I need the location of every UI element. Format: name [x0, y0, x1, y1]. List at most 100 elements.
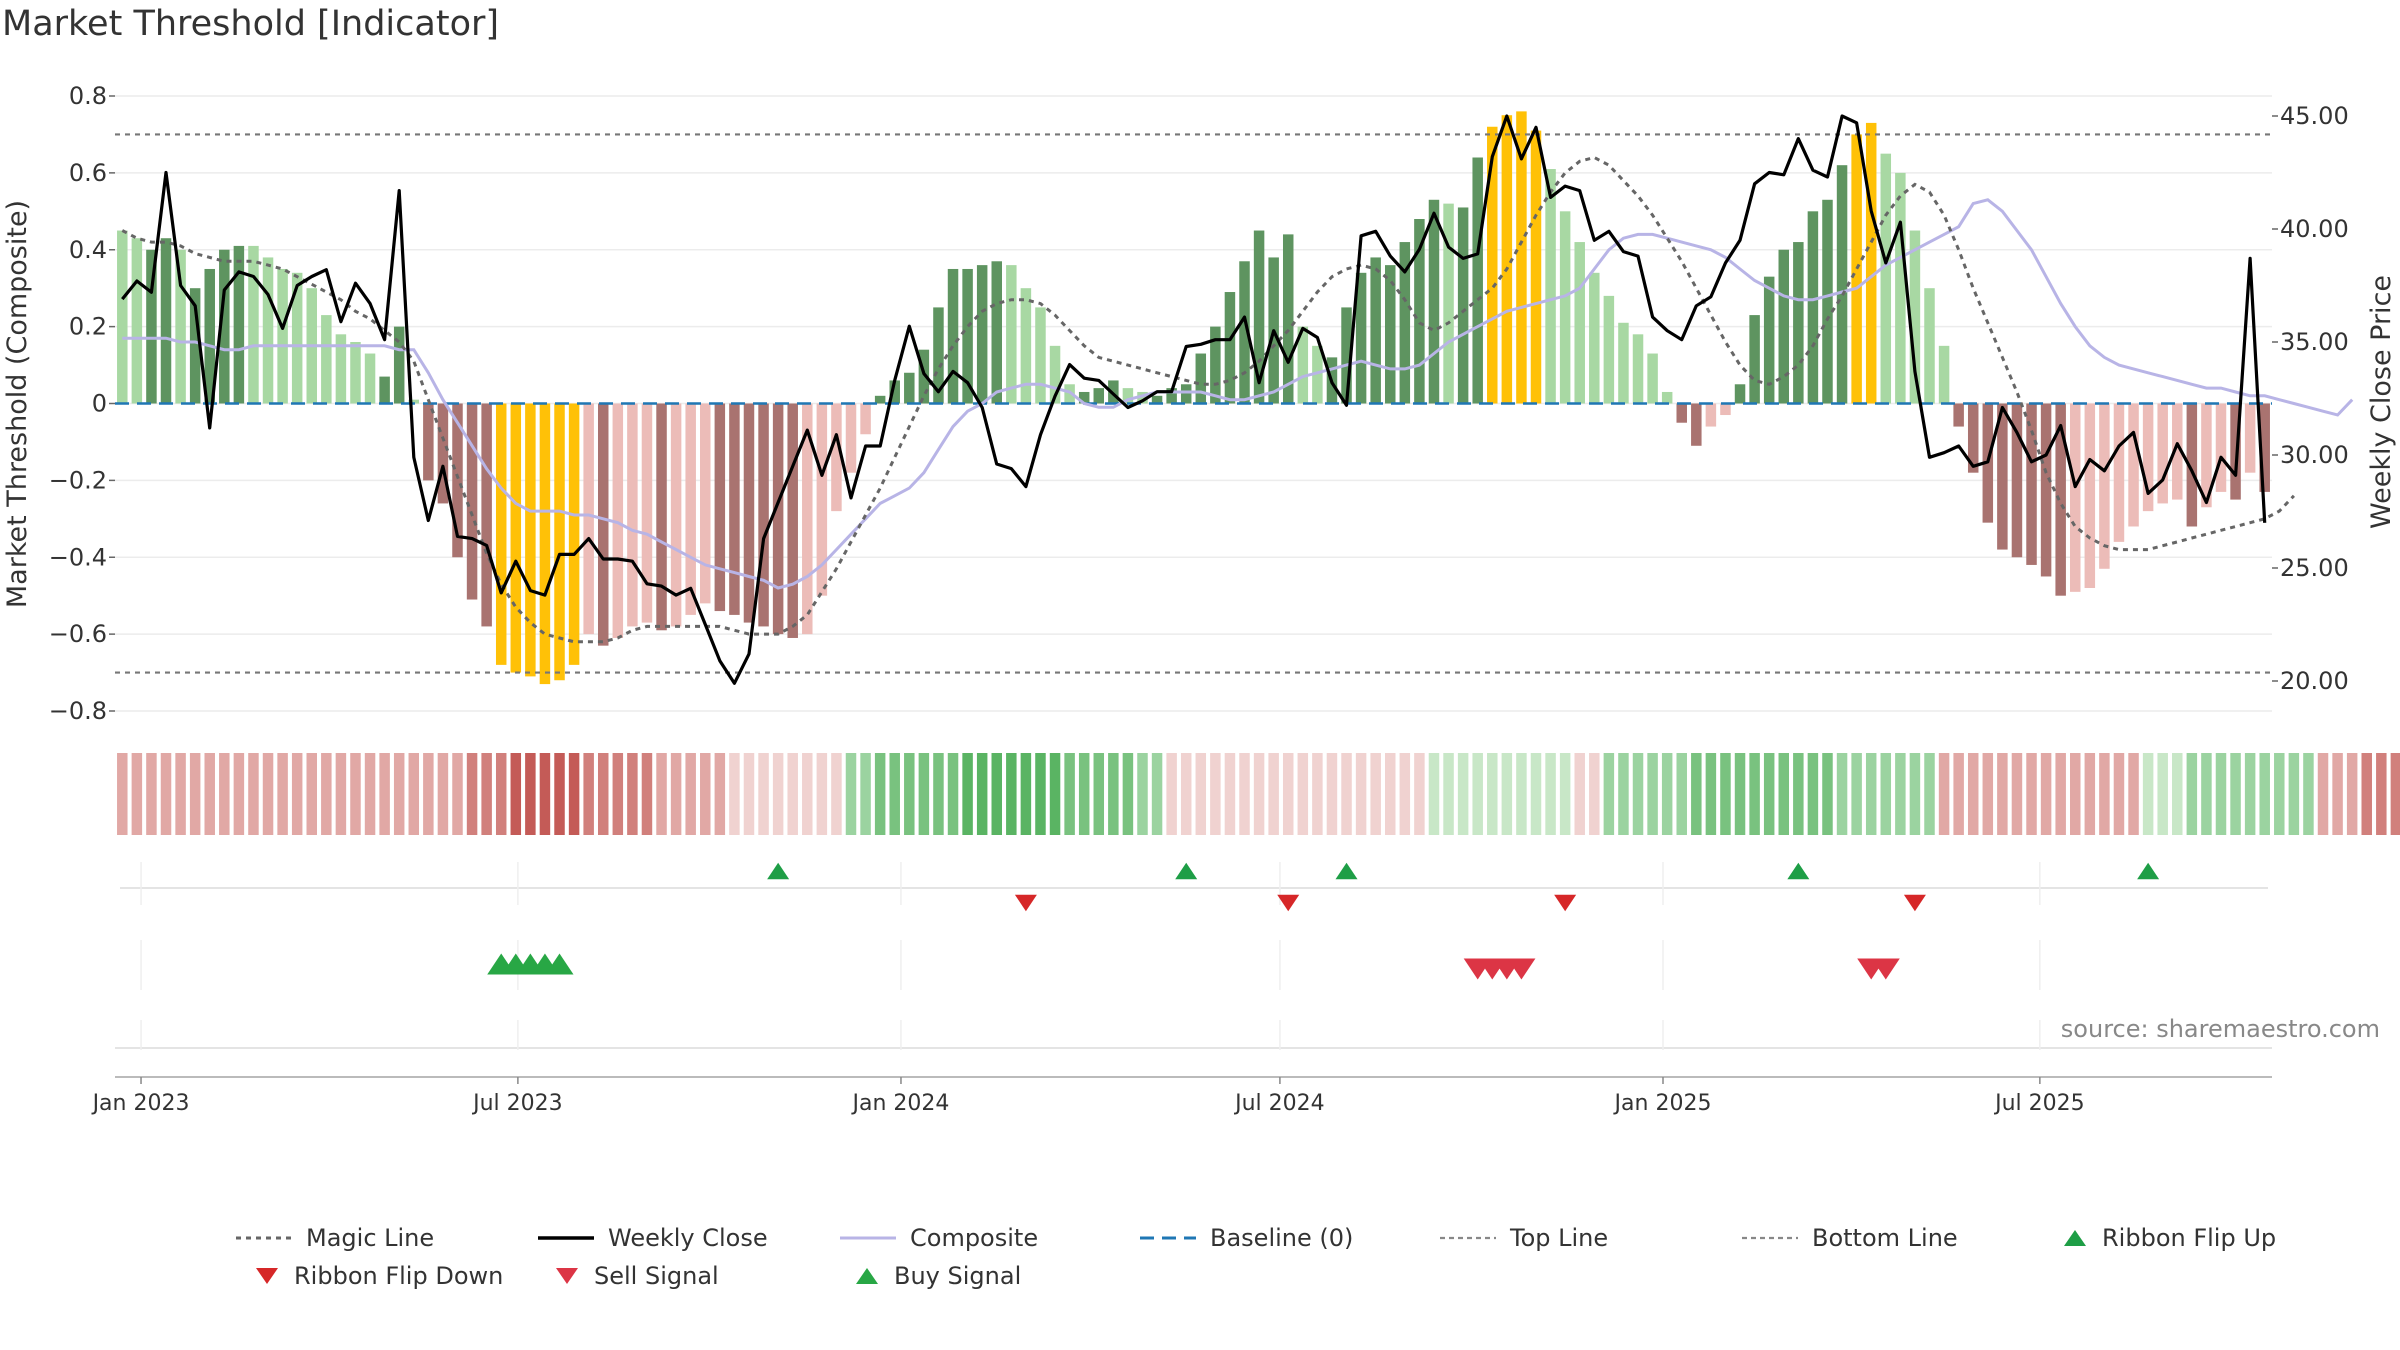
ribbon-cell — [539, 753, 551, 835]
ribbon-cell — [1705, 753, 1717, 835]
composite-bar — [597, 403, 609, 646]
ribbon-cell — [393, 753, 405, 835]
ribbon-cell — [219, 753, 230, 835]
composite-bar — [2244, 403, 2256, 473]
ribbon-cell — [1282, 753, 1294, 835]
ribbon-cell — [802, 753, 813, 835]
ribbon-cell — [1049, 753, 1061, 835]
source-note: source: sharemaestro.com — [2060, 1015, 2380, 1043]
ribbon-cell — [2376, 753, 2387, 835]
ribbon-cell — [2303, 753, 2314, 835]
composite-bar — [277, 268, 288, 404]
composite-bar — [1953, 403, 1964, 427]
composite-bar — [539, 403, 551, 685]
composite-bar — [1763, 276, 1775, 404]
legend-label: Ribbon Flip Up — [2102, 1224, 2277, 1252]
x-tick-label: Jan 2025 — [1613, 1091, 1712, 1116]
ribbon-cell — [1574, 753, 1585, 835]
ribbon-cell — [889, 753, 900, 835]
composite-bar — [1516, 111, 1527, 404]
composite-bar — [670, 403, 682, 627]
ribbon-cell — [1297, 753, 1309, 835]
composite-bar — [1428, 199, 1440, 404]
ribbon-cell — [1239, 753, 1250, 835]
composite-bar — [1166, 388, 1177, 404]
composite-bar — [393, 326, 405, 404]
composite-bar — [1589, 272, 1600, 404]
ribbon-cell — [1253, 753, 1265, 835]
composite-bar — [2011, 403, 2023, 558]
ribbon-cell — [1137, 753, 1148, 835]
composite-bar — [1705, 403, 1717, 427]
composite-bar — [1661, 391, 1673, 404]
legend-swatch — [1140, 1236, 1196, 1240]
ribbon-cell — [947, 753, 959, 835]
x-tick-label: Jul 2023 — [471, 1091, 563, 1116]
composite-bar — [525, 403, 536, 677]
composite-bar — [1545, 169, 1556, 404]
ribbon-cell — [1487, 753, 1498, 835]
composite-bar — [1807, 211, 1819, 404]
composite-bar — [1035, 307, 1046, 404]
weekly-close-line — [121, 114, 2267, 685]
ribbon-cell — [335, 753, 347, 835]
axes: 0.8 0.6 0.4 0.2 0 −0.2 −0.4 −0.6 −0.8 Market Thre… — [2, 82, 2397, 725]
ribbon-cell — [1428, 753, 1440, 835]
composite-bar — [1122, 388, 1134, 404]
composite-bar — [1282, 234, 1294, 404]
ribbon-cell — [1589, 753, 1600, 835]
composite-bar — [1924, 288, 1935, 404]
ribbon-cell — [685, 753, 696, 835]
composite-bar — [1443, 203, 1454, 404]
ribbon-cell — [597, 753, 609, 835]
composite-bar — [495, 403, 507, 665]
y-right-tick-label: 25.00 — [2280, 554, 2349, 582]
composite-bar — [714, 403, 726, 612]
y-right-axis-title: Weekly Close Price — [2366, 275, 2397, 529]
composite-bar — [481, 403, 492, 627]
ribbon-cell — [2055, 753, 2066, 835]
composite-bar — [1880, 153, 1892, 404]
ribbon-flip-down-marker — [1014, 894, 1037, 912]
composite-bar — [816, 403, 828, 596]
ribbon-cell — [233, 753, 245, 835]
composite-bar — [1297, 326, 1309, 404]
ribbon-cell — [481, 753, 492, 835]
legend-item: Composite — [838, 1224, 1038, 1252]
ribbon-cell — [904, 753, 915, 835]
composite-bar — [1530, 130, 1542, 404]
composite-bar — [889, 380, 900, 404]
ribbon-cell — [1982, 753, 1994, 835]
grid-lines — [115, 95, 2272, 712]
composite-bar — [379, 376, 390, 404]
ribbon-flip-up-marker — [1787, 862, 1810, 880]
composite-bar — [787, 403, 798, 638]
composite-bar — [860, 403, 871, 435]
composite-bar — [976, 265, 988, 404]
composite-bar — [2230, 403, 2241, 500]
composite-bar — [131, 238, 143, 404]
magic-line — [121, 155, 2295, 644]
composite-bar — [1647, 353, 1658, 404]
composite-bar — [874, 395, 886, 404]
composite-bar — [1851, 134, 1862, 404]
legend-swatch — [256, 1268, 278, 1284]
ribbon-cell — [1603, 753, 1615, 835]
legend-swatch — [556, 1268, 578, 1284]
ribbon-cell — [1807, 753, 1819, 835]
series-lines — [115, 114, 2354, 685]
ribbon-cell — [2346, 753, 2358, 835]
ribbon-cell — [131, 753, 143, 835]
ribbon-cell — [729, 753, 740, 835]
ribbon-cell — [1035, 753, 1046, 835]
composite-bar — [583, 403, 594, 635]
composite-bar — [1020, 288, 1032, 404]
composite-bar — [1487, 126, 1498, 404]
ribbon-flip-up-marker — [767, 862, 790, 880]
sell-signal-marker — [1871, 958, 1900, 980]
legend-swatch — [1440, 1236, 1496, 1240]
composite-line — [122, 198, 2354, 590]
ribbon-cell — [204, 753, 215, 835]
composite-bar — [1603, 295, 1615, 404]
composite-bar — [2040, 403, 2052, 577]
